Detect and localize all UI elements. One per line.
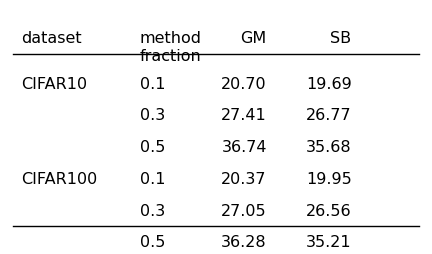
Text: method
fraction: method fraction [140,31,202,64]
Text: 27.41: 27.41 [221,108,267,123]
Text: 26.77: 26.77 [306,108,352,123]
Text: 27.05: 27.05 [221,204,267,219]
Text: 26.56: 26.56 [306,204,352,219]
Text: SB: SB [330,31,352,46]
Text: 19.69: 19.69 [306,77,352,92]
Text: 36.74: 36.74 [221,140,267,155]
Text: CIFAR100: CIFAR100 [21,172,97,187]
Text: dataset: dataset [21,31,82,46]
Text: 35.68: 35.68 [306,140,352,155]
Text: 19.95: 19.95 [306,172,352,187]
Text: 20.70: 20.70 [221,77,267,92]
Text: 20.37: 20.37 [221,172,267,187]
Text: 0.5: 0.5 [140,235,165,250]
Text: 0.3: 0.3 [140,108,165,123]
Text: 0.1: 0.1 [140,77,165,92]
Text: 0.3: 0.3 [140,204,165,219]
Text: CIFAR10: CIFAR10 [21,77,87,92]
Text: 0.5: 0.5 [140,140,165,155]
Text: 35.21: 35.21 [306,235,352,250]
Text: 0.1: 0.1 [140,172,165,187]
Text: 36.28: 36.28 [221,235,267,250]
Text: GM: GM [241,31,267,46]
